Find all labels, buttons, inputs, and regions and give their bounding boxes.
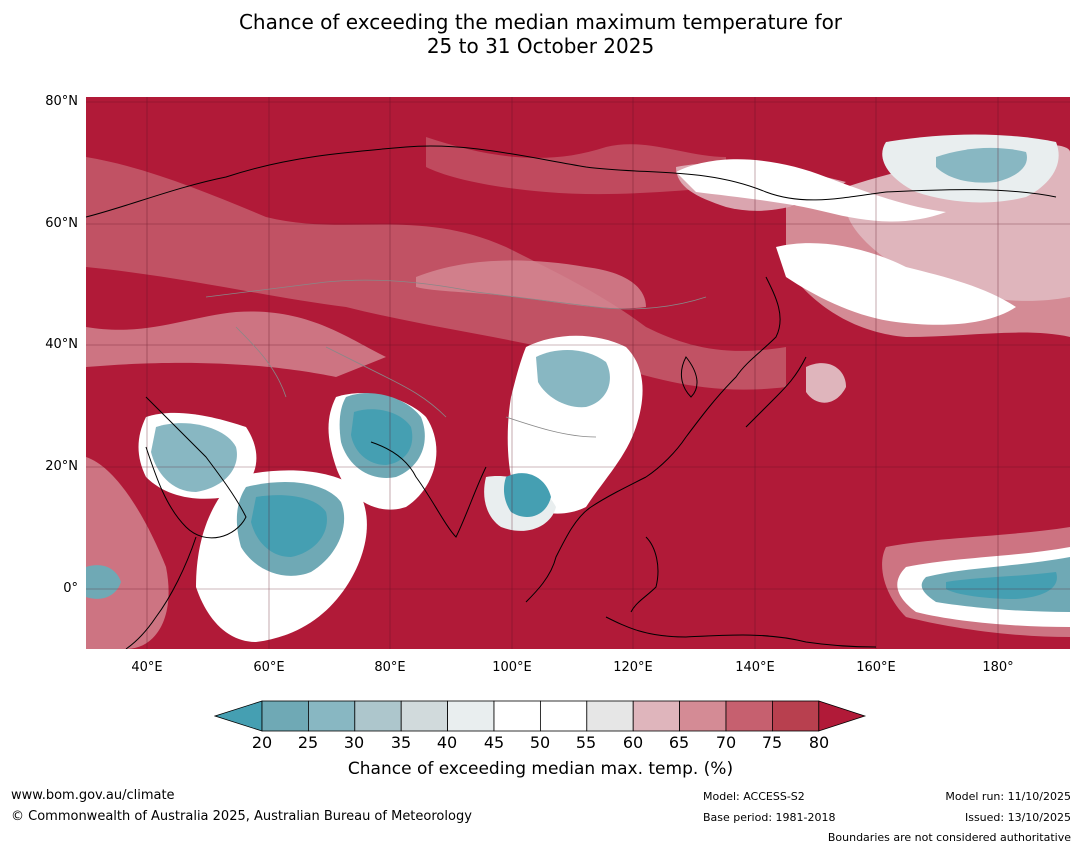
lon-label-40e: 40°E — [131, 660, 163, 675]
lon-label-120e: 120°E — [613, 660, 653, 675]
colorbar-over-arrow — [818, 700, 867, 732]
colorbar-cell — [725, 700, 773, 732]
lon-label-80e: 80°E — [374, 660, 406, 675]
colorbar-cell — [400, 700, 448, 732]
colorbar-cell — [772, 700, 820, 732]
footer-url[interactable]: www.bom.gov.au/climate — [11, 788, 175, 803]
colorbar-under-arrow — [214, 700, 263, 732]
colorbar-cell — [354, 700, 402, 732]
colorbar-label: Chance of exceeding median max. temp. (%… — [347, 759, 734, 779]
colorbar-tick: 70 — [715, 733, 737, 752]
lat-label-0: 0° — [63, 581, 78, 596]
colorbar-cell — [261, 700, 309, 732]
colorbar — [214, 700, 867, 732]
colorbar-tick: 40 — [436, 733, 458, 752]
lat-label-60n: 60°N — [45, 216, 78, 231]
colorbar-tick: 60 — [622, 733, 644, 752]
colorbar-cell — [308, 700, 356, 732]
colorbar-tick: 75 — [761, 733, 783, 752]
colorbar-tick: 45 — [483, 733, 505, 752]
lat-label-20n: 20°N — [45, 459, 78, 474]
footer-boundaries-note: Boundaries are not considered authoritat… — [827, 831, 1071, 844]
lat-label-80n: 80°N — [45, 94, 78, 109]
colorbar-tick: 80 — [808, 733, 830, 752]
lon-label-60e: 60°E — [253, 660, 285, 675]
colorbar-cell — [586, 700, 634, 732]
colorbar-cell — [539, 700, 588, 732]
map-graticule — [86, 97, 1070, 649]
lon-label-180: 180° — [982, 660, 1014, 675]
footer-model: Model: ACCESS-S2 — [703, 790, 805, 803]
probability-map[interactable] — [86, 97, 1070, 649]
footer-model-run: Model run: 11/10/2025 — [945, 790, 1071, 803]
coastlines — [86, 145, 1057, 649]
colorbar-tick: 65 — [668, 733, 690, 752]
footer-base-period: Base period: 1981-2018 — [703, 811, 836, 824]
map-title-line2: 25 to 31 October 2025 — [426, 34, 655, 58]
below-median-zones — [86, 147, 1070, 612]
colorbar-tick: 50 — [529, 733, 551, 752]
colorbar-tick: 25 — [297, 733, 319, 752]
lon-label-160e: 160°E — [856, 660, 896, 675]
colorbar-cell — [632, 700, 681, 732]
colorbar-cell — [679, 700, 727, 732]
map-svg — [86, 97, 1070, 649]
lat-label-40n: 40°N — [45, 337, 78, 352]
map-title-line1: Chance of exceeding the median maximum t… — [238, 10, 843, 34]
country-boundaries — [205, 279, 707, 438]
colorbar-tick: 35 — [390, 733, 412, 752]
colorbar-tick: 55 — [575, 733, 597, 752]
colorbar-tick: 30 — [343, 733, 365, 752]
lon-label-100e: 100°E — [492, 660, 532, 675]
footer-copyright: © Commonwealth of Australia 2025, Austra… — [11, 809, 472, 824]
footer-issued: Issued: 13/10/2025 — [964, 811, 1071, 824]
colorbar-tick: 20 — [251, 733, 273, 752]
colorbar-cell — [493, 700, 541, 732]
lon-label-140e: 140°E — [735, 660, 775, 675]
colorbar-cell — [447, 700, 495, 732]
